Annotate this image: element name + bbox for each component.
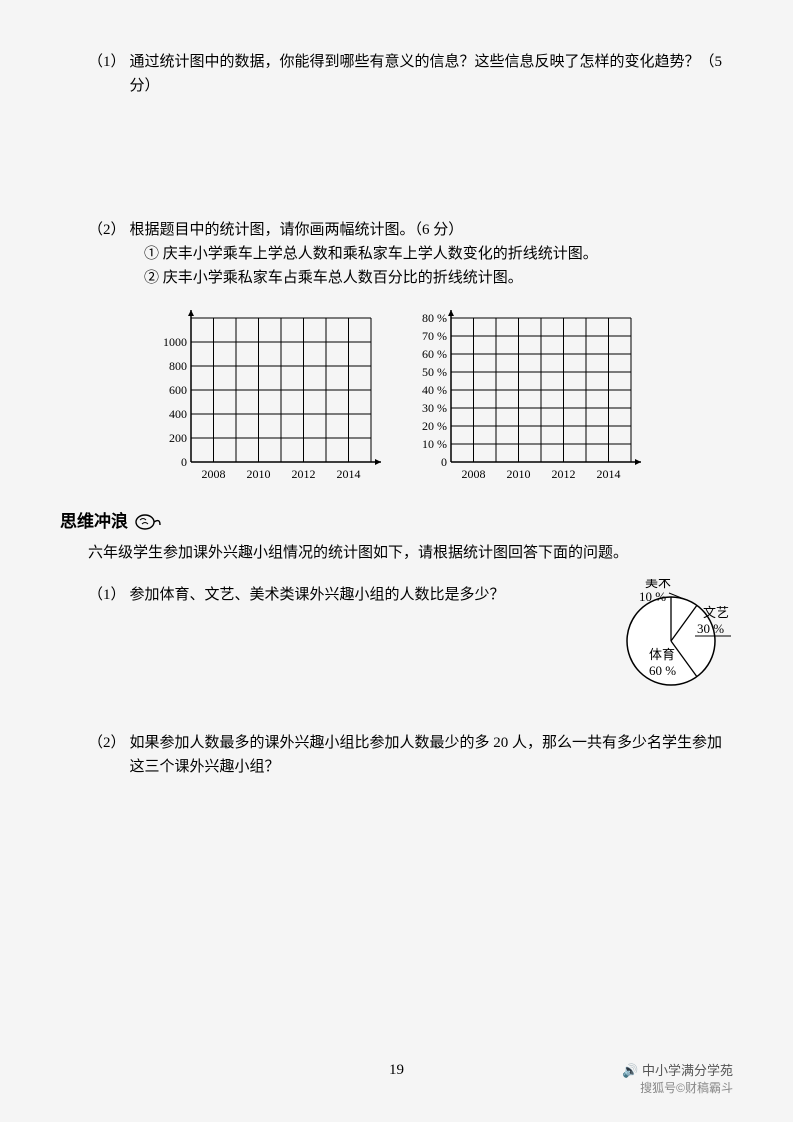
q1-text: 通过统计图中的数据，你能得到哪些有意义的信息？这些信息反映了怎样的变化趋势？（5… [130, 50, 733, 98]
svg-text:50 %: 50 % [422, 365, 447, 379]
charts-row: 0 200 400 600 800 1000 2008 2010 2012 2014 0 10 % 2… [60, 308, 733, 488]
q1-num: （1） [88, 50, 130, 98]
q3-1-num: （1） [88, 583, 130, 607]
svg-text:70 %: 70 % [422, 329, 447, 343]
svg-text:2012: 2012 [551, 467, 575, 481]
svg-text:体育: 体育 [649, 647, 675, 662]
svg-text:2008: 2008 [461, 467, 485, 481]
svg-text:400: 400 [169, 407, 187, 421]
q3-2-text: 如果参加人数最多的课外兴趣小组比参加人数最少的多 20 人，那么一共有多少名学生… [130, 731, 733, 779]
svg-text:10 %: 10 % [422, 437, 447, 451]
svg-text:600: 600 [169, 383, 187, 397]
question-3-intro: 六年级学生参加课外兴趣小组情况的统计图如下，请根据统计图回答下面的问题。 [60, 541, 733, 565]
section-title-text: 思维冲浪 [60, 508, 128, 535]
svg-text:10 %: 10 % [639, 589, 666, 604]
svg-text:20 %: 20 % [422, 419, 447, 433]
line-chart-grid-right: 0 10 % 20 % 30 % 40 % 50 % 60 % 70 % 80 % 2008 201… [407, 308, 647, 488]
svg-text:2014: 2014 [596, 467, 620, 481]
svg-text:40 %: 40 % [422, 383, 447, 397]
brain-icon [134, 512, 162, 532]
svg-text:200: 200 [169, 431, 187, 445]
q3-1-text: 参加体育、文艺、美术类课外兴趣小组的人数比是多少？ [130, 583, 593, 607]
pie-chart-wrap: 美术10 %文艺30 %体育60 % [603, 579, 733, 699]
svg-text:2010: 2010 [246, 467, 270, 481]
svg-text:60 %: 60 % [649, 663, 676, 678]
svg-text:文艺: 文艺 [703, 605, 729, 620]
q2-sub2: ② 庆丰小学乘私家车占乘车总人数百分比的折线统计图。 [88, 266, 733, 290]
q2-text: 根据题目中的统计图，请你画两幅统计图。（6 分） [130, 218, 733, 242]
line-chart-grid-left: 0 200 400 600 800 1000 2008 2010 2012 2014 [147, 308, 387, 488]
q2-sub1: ① 庆丰小学乘车上学总人数和乘私家车上学人数变化的折线统计图。 [88, 242, 733, 266]
question-3-2: （2） 如果参加人数最多的课外兴趣小组比参加人数最少的多 20 人，那么一共有多… [60, 731, 733, 779]
question-2: （2） 根据题目中的统计图，请你画两幅统计图。（6 分） ① 庆丰小学乘车上学总… [60, 218, 733, 290]
speaker-icon: 🔊 [622, 1063, 642, 1078]
svg-text:30 %: 30 % [697, 621, 724, 636]
pie-chart: 美术10 %文艺30 %体育60 % [603, 579, 733, 699]
svg-text:1000: 1000 [163, 335, 187, 349]
svg-text:2008: 2008 [201, 467, 225, 481]
svg-text:0: 0 [441, 455, 447, 469]
q3-intro: 六年级学生参加课外兴趣小组情况的统计图如下，请根据统计图回答下面的问题。 [88, 541, 733, 565]
watermark-2: 搜狐号©财稿霸斗 [640, 1079, 733, 1098]
svg-text:30 %: 30 % [422, 401, 447, 415]
svg-text:2010: 2010 [506, 467, 530, 481]
q3-2-num: （2） [88, 731, 130, 779]
section-title: 思维冲浪 [60, 508, 733, 535]
svg-text:0: 0 [181, 455, 187, 469]
q2-num: （2） [88, 218, 130, 242]
question-3-1: 美术10 %文艺30 %体育60 % （1） 参加体育、文艺、美术类课外兴趣小组… [60, 583, 733, 713]
svg-text:60 %: 60 % [422, 347, 447, 361]
svg-text:2014: 2014 [336, 467, 360, 481]
svg-text:800: 800 [169, 359, 187, 373]
question-1: （1） 通过统计图中的数据，你能得到哪些有意义的信息？这些信息反映了怎样的变化趋… [60, 50, 733, 98]
svg-text:80 %: 80 % [422, 311, 447, 325]
page-number: 19 [389, 1058, 404, 1082]
svg-text:2012: 2012 [291, 467, 315, 481]
